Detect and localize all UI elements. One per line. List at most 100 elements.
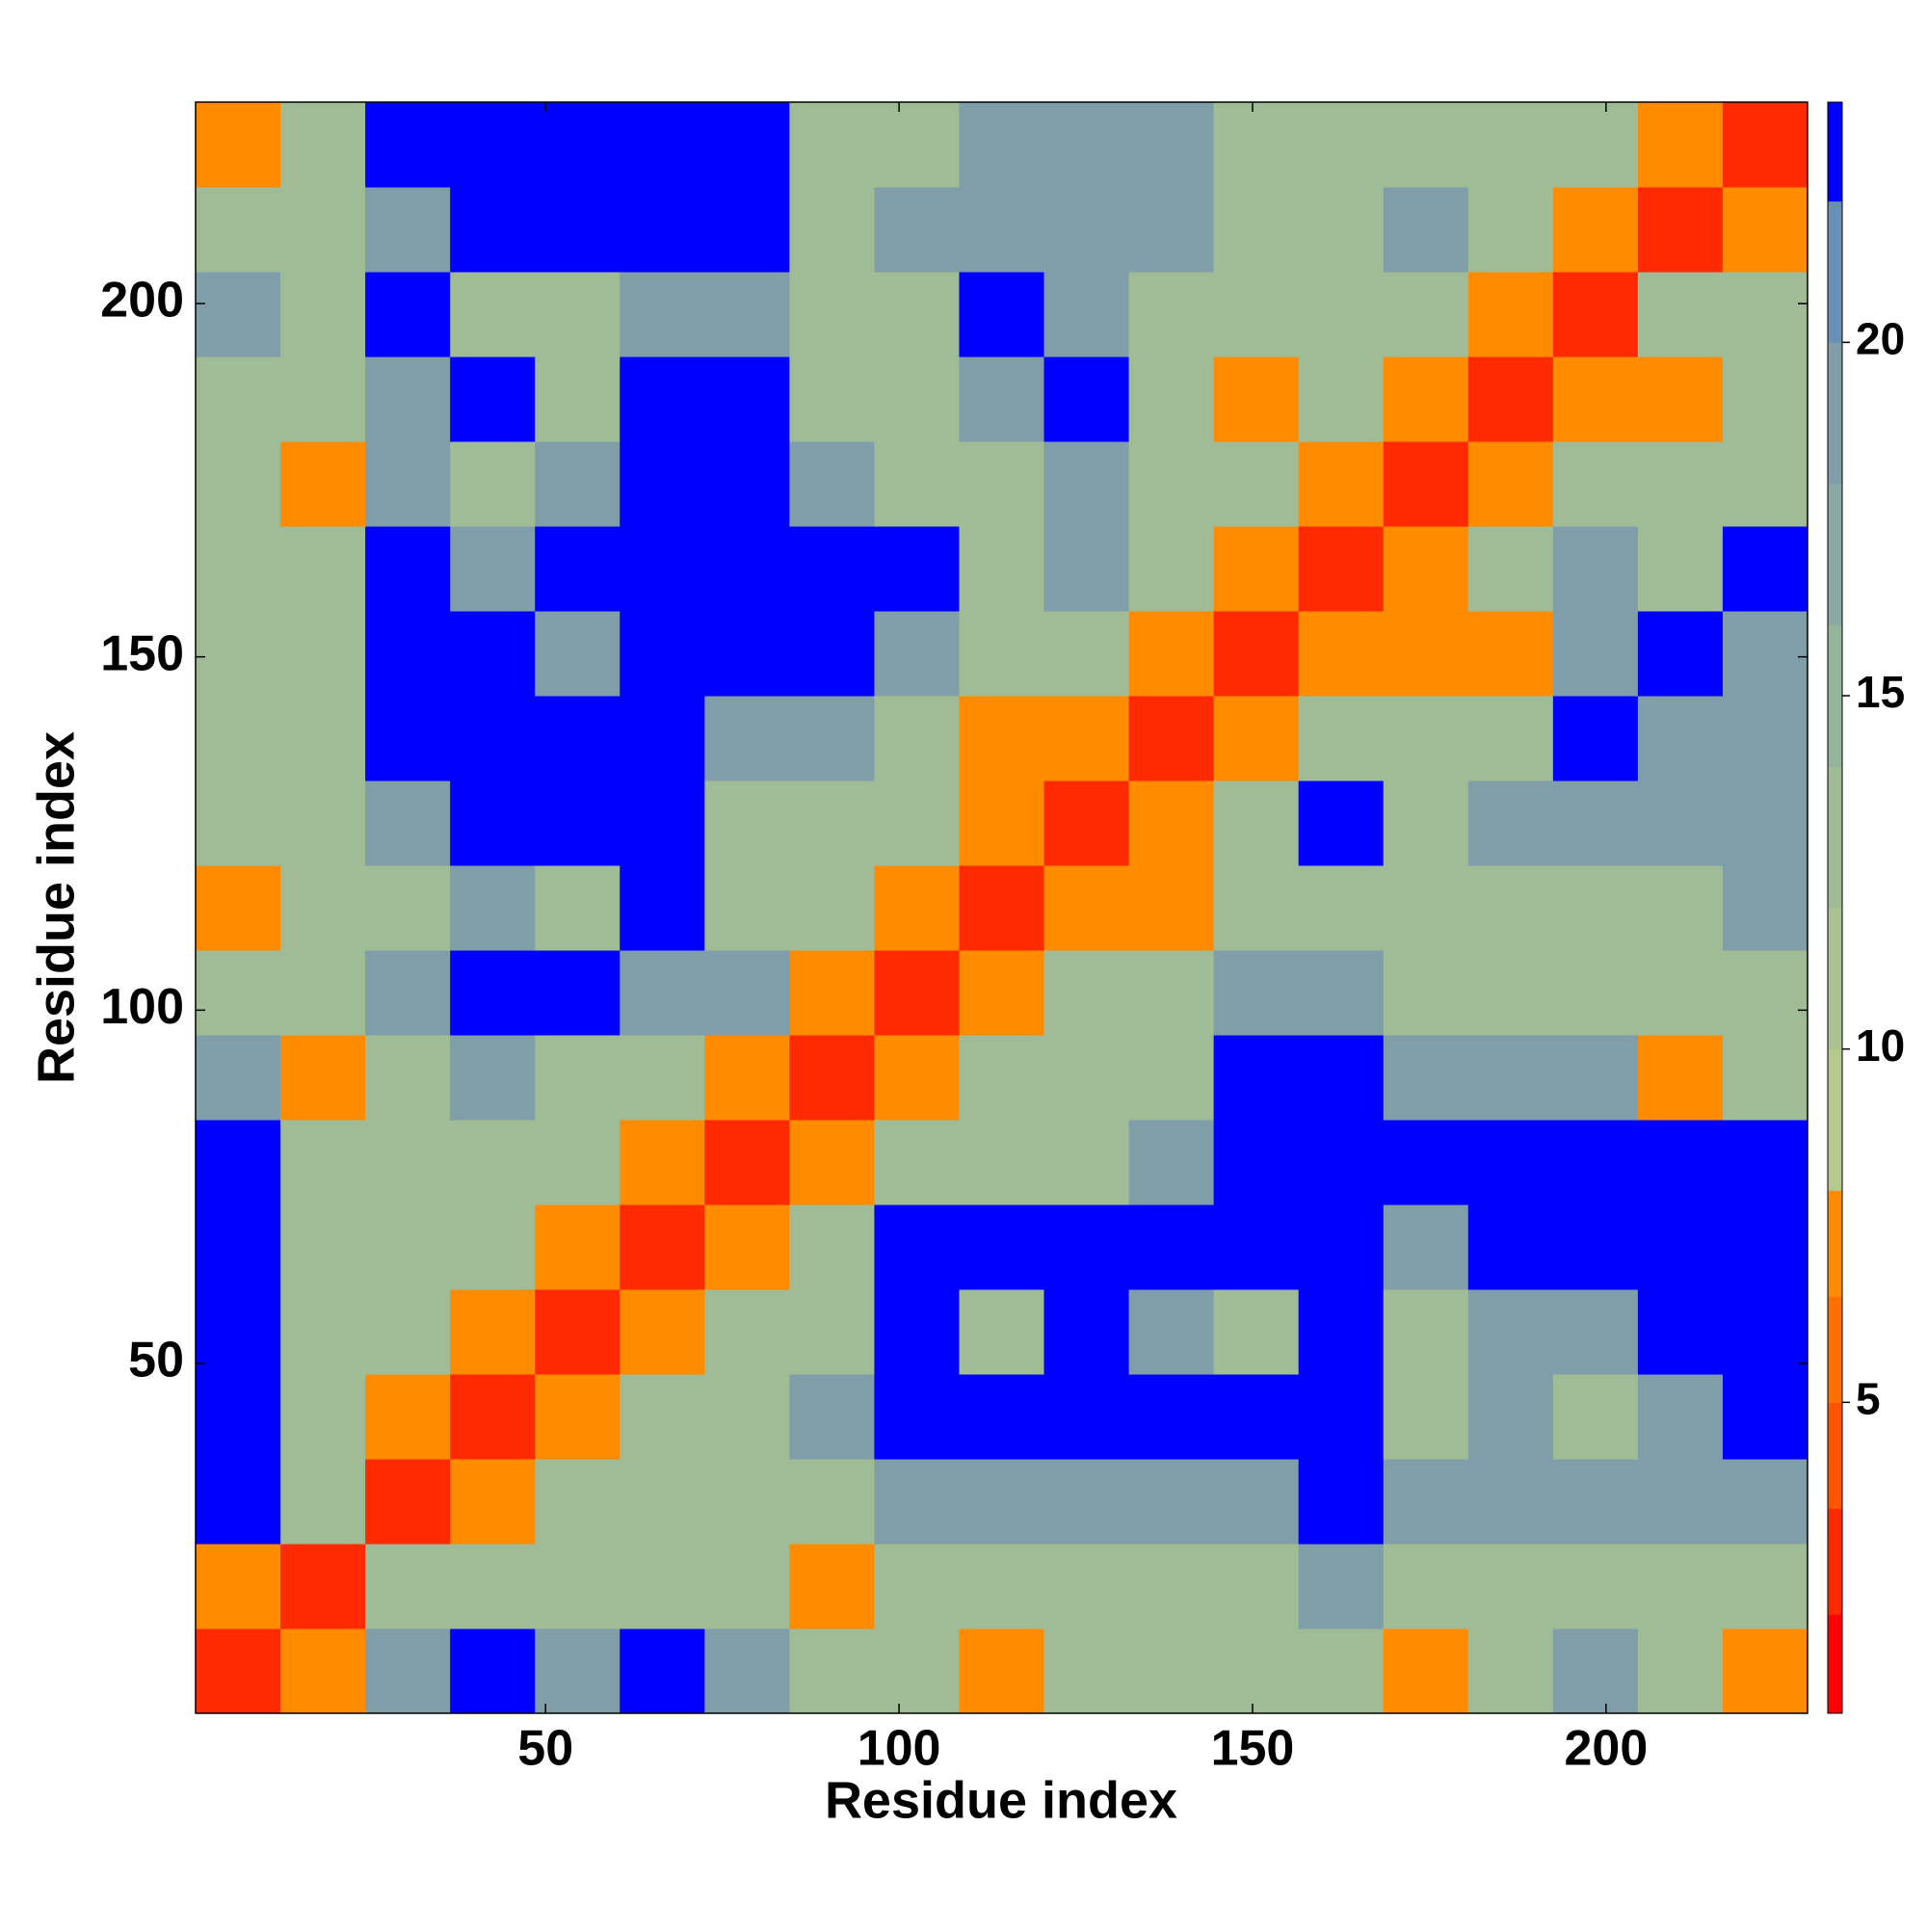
heatmap-cell	[535, 187, 620, 273]
heatmap-cell	[1383, 1459, 1469, 1545]
heatmap-cell	[1043, 526, 1130, 612]
heatmap-cell	[535, 611, 620, 697]
heatmap-cell	[874, 1289, 960, 1375]
heatmap-cell	[196, 865, 281, 951]
heatmap-cell	[365, 781, 451, 866]
heatmap-cell	[1128, 696, 1215, 781]
heatmap-cell	[450, 1289, 536, 1375]
heatmap-cell	[959, 1374, 1045, 1460]
heatmap-cell	[450, 865, 536, 951]
heatmap-cell	[1722, 1374, 1808, 1460]
heatmap-cell	[280, 187, 366, 273]
heatmap-cell	[1637, 865, 1724, 951]
heatmap-cell	[1467, 1628, 1554, 1714]
heatmap-cell	[1128, 441, 1215, 527]
heatmap-cell	[874, 357, 960, 442]
heatmap-cell	[1637, 1289, 1724, 1375]
heatmap-cell	[874, 1628, 960, 1714]
heatmap-cell	[1383, 441, 1469, 527]
heatmap-cell	[789, 781, 875, 866]
heatmap-cell	[704, 272, 790, 357]
heatmap-cell	[1722, 441, 1808, 527]
colorbar-band	[1828, 1402, 1842, 1509]
colorbar-band	[1828, 342, 1842, 485]
heatmap-cell	[620, 1374, 705, 1460]
colorbar-band	[1828, 908, 1842, 1050]
heatmap-cell	[1722, 1544, 1808, 1629]
heatmap-cell	[1298, 1374, 1385, 1460]
heatmap-cell	[620, 950, 705, 1036]
heatmap-cell	[450, 781, 536, 866]
heatmap-cell	[959, 441, 1045, 527]
heatmap-cell	[1128, 102, 1215, 188]
heatmap-cell	[620, 781, 705, 866]
heatmap-cell	[1552, 357, 1639, 442]
heatmap-cell	[1637, 611, 1724, 697]
heatmap-cell	[1552, 272, 1639, 357]
heatmap-cell	[1383, 781, 1469, 866]
heatmap-cell	[704, 1374, 790, 1460]
heatmap-cell	[874, 1374, 960, 1460]
heatmap-cell	[280, 102, 366, 188]
heatmap-cell	[1213, 102, 1300, 188]
heatmap-cell	[1467, 272, 1554, 357]
heatmap-cell	[620, 1544, 705, 1629]
heatmap-cell	[1637, 1544, 1724, 1629]
heatmap-cell	[280, 1628, 366, 1714]
heatmap-cell	[1043, 1120, 1130, 1205]
heatmap-cell	[959, 1628, 1045, 1714]
colorbar-band	[1828, 102, 1842, 202]
heatmap-cell	[1552, 950, 1639, 1036]
heatmap-cell	[1213, 950, 1300, 1036]
heatmap-cell	[789, 1204, 875, 1290]
heatmap-cell	[365, 1120, 451, 1205]
heatmap-cell	[196, 1204, 281, 1290]
heatmap-cell	[1043, 950, 1130, 1036]
heatmap-cell	[280, 865, 366, 951]
heatmap-cell	[280, 611, 366, 697]
heatmap-cell	[874, 865, 960, 951]
heatmap-cell	[874, 1035, 960, 1121]
heatmap-cell	[365, 1544, 451, 1629]
heatmap-cell	[365, 1035, 451, 1121]
heatmap-cell	[1128, 781, 1215, 866]
heatmap-cell	[789, 611, 875, 697]
heatmap-cell	[450, 102, 536, 188]
heatmap-cell	[1298, 272, 1385, 357]
heatmap-cell	[959, 1289, 1045, 1375]
heatmap-cell	[450, 950, 536, 1036]
heatmap-cell	[874, 441, 960, 527]
heatmap-cell	[365, 696, 451, 781]
heatmap-cell	[874, 526, 960, 612]
heatmap-cell	[535, 357, 620, 442]
heatmap-cell	[1552, 1459, 1639, 1545]
heatmap-cell	[196, 1459, 281, 1545]
heatmap-cell	[789, 1374, 875, 1460]
heatmap-cell	[1383, 1544, 1469, 1629]
heatmap-cell	[1298, 1459, 1385, 1545]
heatmap-cell	[1128, 357, 1215, 442]
heatmap-cell	[789, 865, 875, 951]
heatmap-cell	[959, 357, 1045, 442]
heatmap-cell	[1722, 1204, 1808, 1290]
heatmap-cell	[1298, 1204, 1385, 1290]
heatmap-cell	[1552, 865, 1639, 951]
heatmap-cell	[1552, 1035, 1639, 1121]
heatmap-cell	[959, 1204, 1045, 1290]
heatmap-cell	[874, 781, 960, 866]
heatmap-cell	[535, 781, 620, 866]
heatmap-cell	[1043, 1289, 1130, 1375]
colorbar-band	[1828, 766, 1842, 909]
heatmap-cell	[535, 526, 620, 612]
heatmap-cell	[1552, 441, 1639, 527]
heatmap-cell	[1213, 865, 1300, 951]
heatmap-cell	[959, 781, 1045, 866]
heatmap-cell	[704, 611, 790, 697]
colorbar-tick-label: 15	[1856, 667, 1905, 717]
heatmap-cell	[535, 272, 620, 357]
heatmap-cell	[1043, 611, 1130, 697]
heatmap-cell	[1128, 1544, 1215, 1629]
heatmap-cell	[365, 441, 451, 527]
heatmap-cell	[1043, 272, 1130, 357]
heatmap-cell	[196, 1120, 281, 1205]
